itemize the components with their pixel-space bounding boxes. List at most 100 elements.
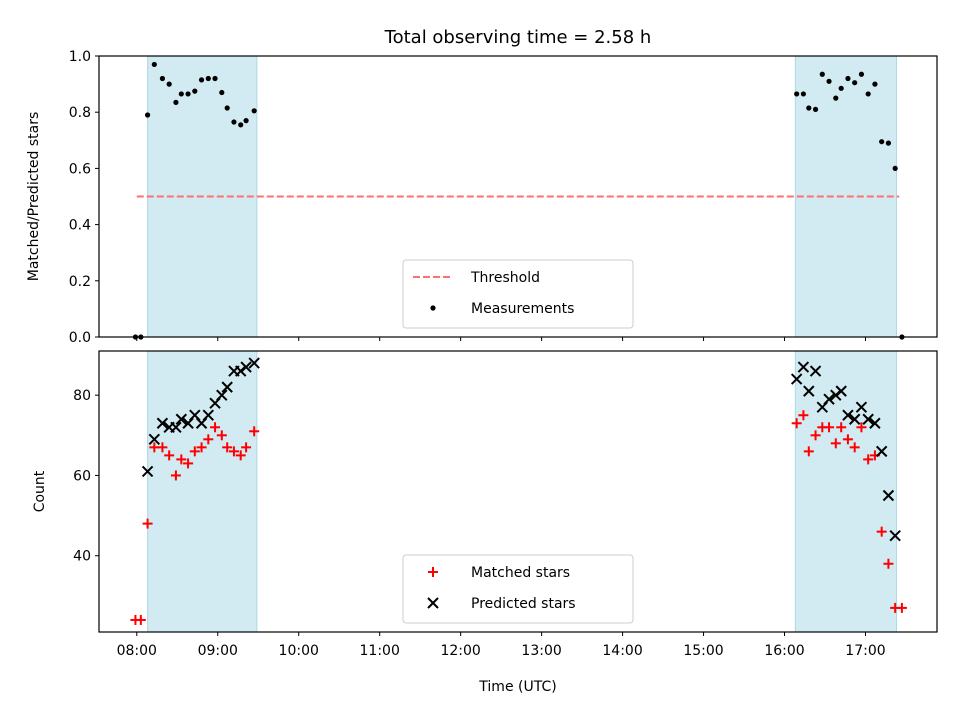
data-point bbox=[823, 393, 835, 405]
legend-handle bbox=[428, 567, 438, 577]
series-predicted-stars bbox=[141, 357, 901, 542]
data-point-b bbox=[216, 389, 228, 401]
data-point bbox=[219, 89, 225, 96]
data-point bbox=[803, 446, 814, 457]
data-point-b bbox=[889, 529, 901, 542]
data-point bbox=[806, 105, 812, 111]
count-panel: 40 60 80 08:00 09:00 10:00 11:00 12:00 13:00 14:0… bbox=[32, 350, 938, 659]
data-point bbox=[216, 430, 227, 441]
data-point bbox=[222, 442, 233, 453]
data-point bbox=[835, 385, 847, 397]
data-point bbox=[896, 602, 907, 613]
y-tick-label: 0.4 bbox=[69, 218, 91, 234]
data-point bbox=[889, 529, 901, 542]
legend-label: Predicted stars bbox=[471, 596, 576, 612]
data-point bbox=[836, 422, 847, 433]
data-point bbox=[830, 438, 841, 449]
data-point bbox=[838, 85, 844, 91]
series-matched-stars bbox=[130, 410, 907, 625]
data-point-b bbox=[202, 409, 215, 421]
data-point bbox=[202, 409, 215, 421]
data-point-b bbox=[842, 409, 854, 421]
legend-handle bbox=[427, 597, 439, 609]
data-point bbox=[210, 422, 221, 433]
data-point bbox=[848, 413, 861, 425]
data-point bbox=[845, 75, 851, 82]
y-tick-label: 0.2 bbox=[69, 274, 91, 290]
y-tick-label: 40 bbox=[73, 549, 91, 565]
data-point bbox=[170, 421, 182, 433]
observing-window-1 bbox=[147, 350, 258, 633]
data-point bbox=[240, 361, 252, 373]
data-point bbox=[872, 81, 878, 87]
data-point bbox=[159, 75, 166, 82]
data-point-b bbox=[855, 401, 868, 413]
data-point bbox=[173, 99, 179, 105]
y-axis-label: Count bbox=[32, 470, 48, 512]
data-point-b bbox=[823, 393, 835, 405]
data-point bbox=[235, 450, 246, 461]
data-point bbox=[892, 165, 898, 171]
data-point-b bbox=[240, 361, 252, 373]
data-point bbox=[865, 91, 871, 97]
data-point bbox=[231, 119, 237, 125]
data-point bbox=[798, 410, 809, 421]
data-point bbox=[885, 140, 892, 146]
data-point bbox=[800, 91, 807, 97]
data-point bbox=[810, 430, 821, 441]
data-point-b bbox=[875, 445, 888, 458]
data-point bbox=[809, 365, 822, 377]
data-point bbox=[141, 465, 154, 478]
data-point bbox=[178, 91, 184, 97]
legend-label: Threshold bbox=[470, 270, 540, 286]
data-point bbox=[157, 442, 168, 453]
data-point bbox=[156, 417, 169, 429]
data-point bbox=[842, 434, 853, 445]
x-tick-label: 16:00 bbox=[764, 643, 804, 659]
y-tick-label: 0.0 bbox=[69, 330, 91, 346]
data-point bbox=[875, 445, 888, 458]
axes-frame bbox=[98, 350, 938, 633]
legend-label: Matched stars bbox=[471, 565, 570, 581]
data-point-b bbox=[790, 373, 803, 385]
data-point bbox=[249, 426, 260, 437]
data-point bbox=[833, 95, 839, 101]
data-point bbox=[164, 450, 175, 461]
series-measurements bbox=[132, 61, 905, 340]
data-point bbox=[196, 442, 207, 453]
y-tick-label: 1.0 bbox=[69, 49, 91, 65]
data-point bbox=[883, 558, 894, 569]
data-point-b bbox=[221, 381, 233, 393]
data-point bbox=[790, 373, 803, 385]
data-point bbox=[882, 489, 895, 502]
data-point-b bbox=[189, 409, 201, 421]
data-point bbox=[243, 118, 249, 124]
data-point bbox=[185, 91, 191, 97]
data-point bbox=[142, 518, 153, 529]
x-tick-label: 13:00 bbox=[521, 643, 561, 659]
axes-frame bbox=[98, 55, 938, 338]
data-point bbox=[176, 454, 187, 465]
data-point bbox=[205, 75, 211, 82]
data-point-b bbox=[170, 421, 182, 433]
data-point bbox=[238, 122, 244, 128]
data-point bbox=[183, 458, 194, 469]
data-point-b bbox=[809, 365, 822, 377]
data-point bbox=[216, 389, 228, 401]
data-point-b bbox=[882, 489, 895, 502]
data-point bbox=[148, 433, 161, 446]
data-point bbox=[151, 61, 157, 68]
data-point bbox=[189, 446, 200, 457]
data-point-b bbox=[248, 357, 260, 369]
data-point-b bbox=[848, 413, 861, 425]
x-tick-label: 09:00 bbox=[198, 643, 238, 659]
data-point bbox=[852, 80, 858, 86]
data-point-b bbox=[797, 361, 810, 373]
data-point bbox=[221, 381, 233, 393]
x-tick-label: 14:00 bbox=[602, 643, 642, 659]
x-tick-label: 10:00 bbox=[279, 643, 319, 659]
data-point bbox=[175, 413, 188, 425]
legend: Threshold Measurements bbox=[402, 259, 634, 329]
data-point bbox=[203, 434, 214, 445]
